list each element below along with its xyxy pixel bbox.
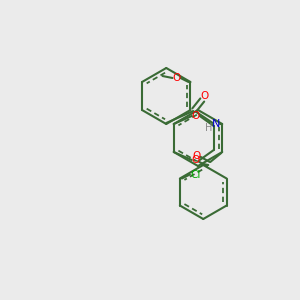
- Text: O: O: [192, 155, 200, 165]
- Text: N: N: [212, 119, 220, 129]
- Text: O: O: [192, 151, 200, 161]
- Text: O: O: [172, 73, 181, 83]
- Text: O: O: [192, 111, 200, 121]
- Text: Cl: Cl: [191, 169, 201, 179]
- Text: H: H: [205, 123, 212, 133]
- Text: O: O: [200, 91, 208, 101]
